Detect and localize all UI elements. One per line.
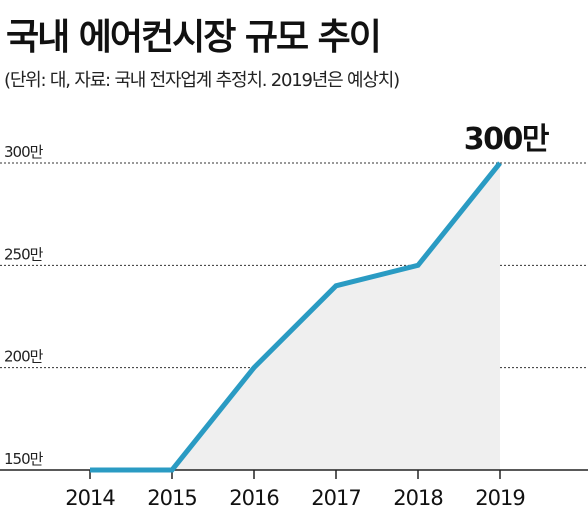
x-tick-label: 2015 [147,486,196,510]
y-tick-label: 300만 [4,143,44,161]
area-fill [90,163,500,470]
x-tick-label: 2016 [229,486,279,510]
y-tick-label: 150만 [4,450,44,468]
data-point [334,283,339,288]
x-tick-label: 2019 [475,486,524,510]
data-point [416,263,421,268]
value-callout: 300만 [464,122,550,157]
chart-subtitle: (단위: 대, 자료: 국내 전자업계 추정치. 2019년은 예상치) [4,70,400,91]
x-tick-label: 2014 [65,486,115,510]
chart-title: 국내 에어컨시장 규모 추이 [6,17,382,58]
data-point [88,468,93,473]
data-point [252,365,257,370]
data-point [498,161,503,166]
data-point [170,468,175,473]
x-tick-label: 2017 [311,486,360,510]
y-tick-label: 200만 [4,348,44,366]
y-tick-label: 250만 [4,245,44,263]
series-line [90,161,502,473]
x-tick-label: 2018 [393,486,442,510]
